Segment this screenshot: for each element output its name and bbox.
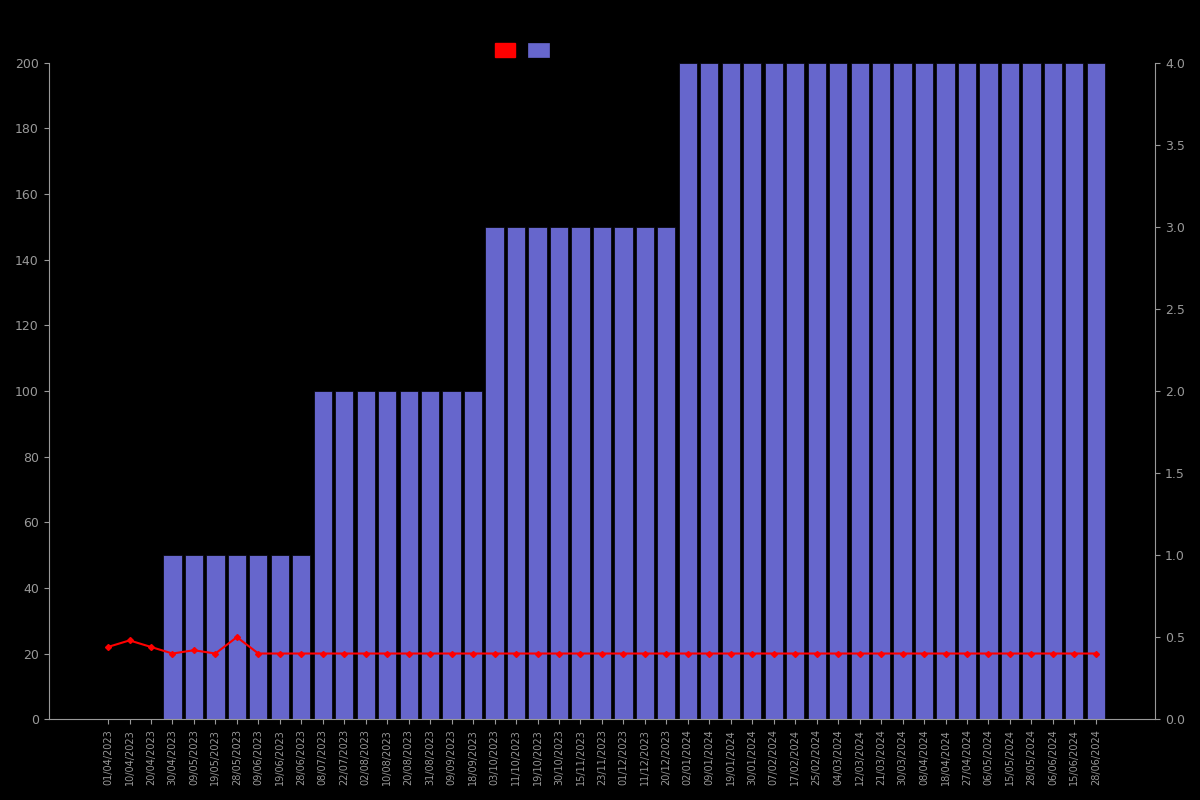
Bar: [658, 227, 676, 719]
Bar: [786, 63, 804, 719]
Bar: [872, 63, 890, 719]
Bar: [506, 227, 526, 719]
Bar: [808, 63, 826, 719]
Bar: [936, 63, 955, 719]
Bar: [979, 63, 997, 719]
Bar: [378, 391, 396, 719]
Bar: [700, 63, 719, 719]
Bar: [914, 63, 934, 719]
Bar: [163, 555, 181, 719]
Bar: [743, 63, 761, 719]
Bar: [1001, 63, 1019, 719]
Bar: [679, 63, 697, 719]
Bar: [1087, 63, 1105, 719]
Bar: [636, 227, 654, 719]
Bar: [185, 555, 203, 719]
Bar: [443, 391, 461, 719]
Legend: , : ,: [490, 37, 560, 63]
Bar: [356, 391, 374, 719]
Bar: [851, 63, 869, 719]
Bar: [1044, 63, 1062, 719]
Bar: [250, 555, 268, 719]
Bar: [228, 555, 246, 719]
Bar: [292, 555, 311, 719]
Bar: [1022, 63, 1040, 719]
Bar: [528, 227, 547, 719]
Bar: [764, 63, 782, 719]
Bar: [206, 555, 224, 719]
Bar: [464, 391, 482, 719]
Bar: [894, 63, 912, 719]
Bar: [958, 63, 976, 719]
Bar: [313, 391, 332, 719]
Bar: [721, 63, 740, 719]
Bar: [400, 391, 418, 719]
Bar: [335, 391, 353, 719]
Bar: [571, 227, 589, 719]
Bar: [421, 391, 439, 719]
Bar: [829, 63, 847, 719]
Bar: [1066, 63, 1084, 719]
Bar: [593, 227, 611, 719]
Bar: [614, 227, 632, 719]
Bar: [486, 227, 504, 719]
Bar: [271, 555, 289, 719]
Bar: [550, 227, 568, 719]
